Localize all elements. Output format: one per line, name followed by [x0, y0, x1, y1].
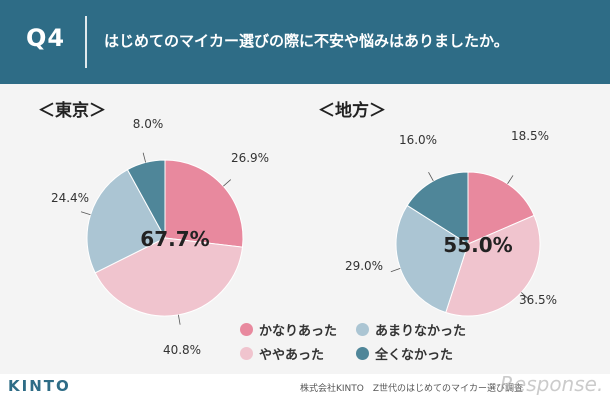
- question-text: はじめてのマイカー選びの際に不安や悩みはありましたか。: [104, 32, 509, 50]
- pie-0-slice-label-1: 40.8%: [163, 343, 201, 357]
- chihou-title: ＜地方＞: [318, 101, 386, 121]
- pie-0-slice-3: [126, 159, 166, 239]
- pie-0-leader-3: [142, 152, 147, 163]
- source-note: 株式会社KINTO Z世代のはじめてのマイカー選び調査: [300, 384, 524, 394]
- legend-item-kanari: かなりあった: [240, 320, 337, 339]
- pie-1-slice-label-2: 29.0%: [345, 259, 383, 273]
- legend-swatch: [240, 323, 253, 336]
- pie-1-slice-0: [467, 171, 535, 245]
- chart-area: ＜東京＞ ＜地方＞ 26.9% 40.8% 24.4% 8.0% 67.7% 18.5% 3…: [0, 84, 610, 374]
- pie-1-leader-3: [428, 171, 434, 182]
- legend-label: かなりあった: [259, 324, 338, 339]
- pie-0-slice-2: [86, 168, 166, 274]
- header-divider: [85, 16, 87, 68]
- pie-0-slice-0: [164, 159, 244, 248]
- pie-1-center-total: 55.0%: [443, 233, 512, 257]
- legend-swatch: [240, 347, 253, 360]
- tokyo-title: ＜東京＞: [38, 101, 106, 121]
- question-number: Q4: [26, 24, 66, 52]
- pie-0-slice-label-2: 24.4%: [51, 191, 89, 205]
- pie-0-center-total: 67.7%: [140, 227, 209, 251]
- pie-0-leader-2: [80, 211, 91, 216]
- pie-1-slice-label-3: 16.0%: [399, 133, 437, 147]
- pie-0-leader-1: [178, 314, 181, 325]
- pie-1-slice-3: [406, 171, 469, 245]
- legend-item-amari: あまりなかった: [356, 320, 466, 339]
- header-banner: Q4 はじめてのマイカー選びの際に不安や悩みはありましたか。: [0, 0, 610, 84]
- legend-item-yaya: ややあった: [240, 344, 324, 363]
- pie-charts: 26.9% 40.8% 24.4% 8.0% 67.7% 18.5% 36.5% 29.0% 1…: [51, 117, 557, 357]
- pie-1-leader-0: [507, 175, 514, 185]
- response-watermark: Response.: [500, 372, 604, 396]
- pie-0-slice-1: [94, 237, 244, 317]
- pie-1-leader-1: [520, 292, 529, 300]
- legend-swatch: [356, 323, 369, 336]
- pie-1-slice-label-1: 36.5%: [519, 293, 557, 307]
- legend-label: 全くなかった: [375, 348, 454, 363]
- legend-swatch: [356, 347, 369, 360]
- pie-1-slice-1: [445, 214, 541, 317]
- pie-0-slice-label-0: 26.9%: [231, 151, 269, 165]
- pie-1-leader-2: [390, 268, 401, 273]
- pie-1-slice-label-0: 18.5%: [511, 129, 549, 143]
- pie-1-slice-2: [395, 204, 469, 314]
- kinto-logo: KINTO: [8, 377, 71, 395]
- pie-0-leader-0: [223, 179, 232, 187]
- legend-item-mattaku: 全くなかった: [356, 344, 453, 363]
- legend-label: ややあった: [259, 348, 325, 363]
- legend-label: あまりなかった: [375, 324, 467, 339]
- pie-0-slice-label-3: 8.0%: [133, 117, 164, 131]
